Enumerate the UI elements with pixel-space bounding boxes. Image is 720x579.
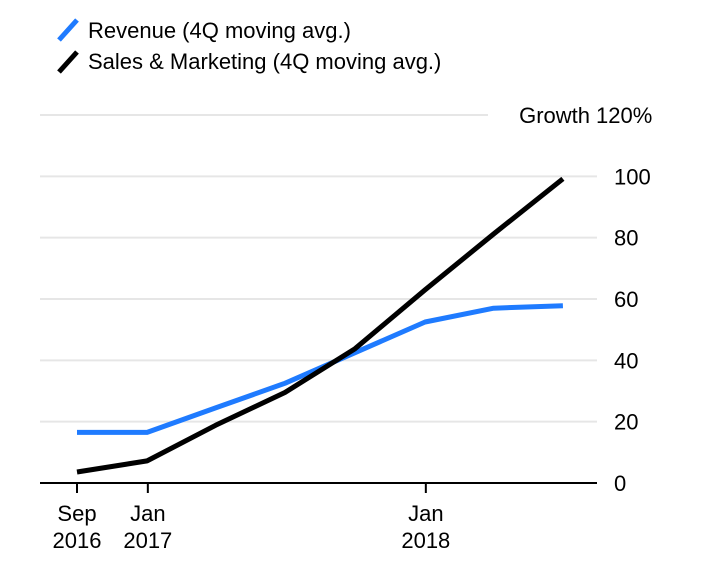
gridlines	[40, 114, 597, 423]
y-tick-label: 100	[614, 164, 651, 189]
y-tick-label: 40	[614, 348, 638, 373]
series-line-sales-marketing	[76, 176, 565, 475]
y-axis-label: Growth	[519, 103, 590, 128]
x-tick-label-month: Jan	[130, 501, 165, 526]
y-axis-ticks: 0 20 40 60 80 100 Growth 120%	[519, 103, 652, 496]
x-tick-label-month: Sep	[57, 501, 96, 526]
x-tick-label-year: 2018	[401, 528, 450, 553]
legend-swatch-sales-marketing	[57, 50, 79, 74]
legend-label-sales-marketing: Sales & Marketing (4Q moving avg.)	[88, 49, 441, 74]
x-tick-label-month: Jan	[408, 501, 443, 526]
legend-swatch-revenue	[57, 18, 79, 42]
legend: Revenue (4Q moving avg.) Sales & Marketi…	[57, 18, 441, 74]
series-lines	[76, 176, 565, 475]
y-tick-label-top: 120%	[596, 103, 652, 128]
y-tick-label: 20	[614, 410, 638, 435]
y-tick-label: 0	[614, 471, 626, 496]
x-tick-label-year: 2017	[123, 528, 172, 553]
x-tick-label-year: 2016	[53, 528, 102, 553]
y-tick-label: 60	[614, 287, 638, 312]
legend-label-revenue: Revenue (4Q moving avg.)	[88, 18, 351, 43]
y-tick-label: 80	[614, 226, 638, 251]
